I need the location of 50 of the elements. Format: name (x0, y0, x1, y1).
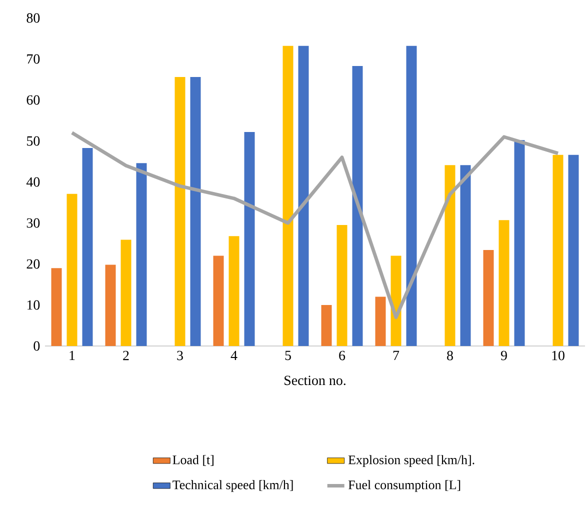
x-tick-label: 2 (123, 350, 129, 360)
bar (483, 250, 494, 346)
x-tick-label: 10 (552, 350, 564, 360)
bar (82, 148, 93, 346)
legend-label: Load [t] (172, 455, 214, 466)
bar (136, 163, 147, 346)
bar (406, 46, 417, 346)
line-series (70, 131, 560, 320)
bar (336, 225, 348, 346)
bar (120, 240, 132, 346)
y-tick-label: 40 (26, 177, 40, 187)
y-tick-label: 10 (27, 300, 40, 310)
legend-label: Fuel consumption [L] (348, 480, 460, 492)
bar (105, 264, 116, 346)
x-tick-label: 5 (285, 350, 291, 360)
bar (228, 236, 240, 346)
x-tick-label: 9 (500, 350, 507, 360)
bar (51, 268, 62, 346)
bar (190, 77, 201, 346)
bar (444, 165, 456, 346)
bar (514, 140, 525, 346)
bar (244, 132, 255, 346)
bar (498, 220, 510, 346)
bar (352, 66, 363, 346)
x-tick-label: 7 (393, 350, 400, 360)
y-tick-label: 20 (26, 259, 40, 269)
bar (282, 46, 294, 346)
bar (174, 77, 186, 346)
y-tick-label: 70 (27, 54, 40, 64)
bar (66, 194, 78, 346)
y-tick-label: 30 (26, 218, 40, 228)
bar (375, 296, 386, 346)
y-tick-label: 80 (26, 13, 40, 23)
bar (568, 154, 579, 346)
bar (460, 165, 471, 346)
bar (321, 304, 332, 346)
y-tick-label: 50 (27, 136, 40, 146)
y-tick-label: 60 (26, 95, 40, 105)
bar (213, 256, 224, 346)
x-tick-label: 3 (177, 350, 183, 360)
legend-label: Explosion speed [km/h]. (348, 455, 474, 467)
x-axis-title: Section no. (284, 376, 346, 386)
bar (298, 46, 309, 346)
x-tick-label: 6 (339, 350, 346, 360)
legend-label: Technical speed [km/h] (172, 480, 293, 492)
x-tick-label: 4 (230, 350, 238, 360)
y-tick-label: 0 (34, 341, 40, 351)
x-tick-label: 8 (447, 350, 453, 360)
bar (552, 154, 564, 346)
x-tick-label: 1 (70, 350, 75, 360)
